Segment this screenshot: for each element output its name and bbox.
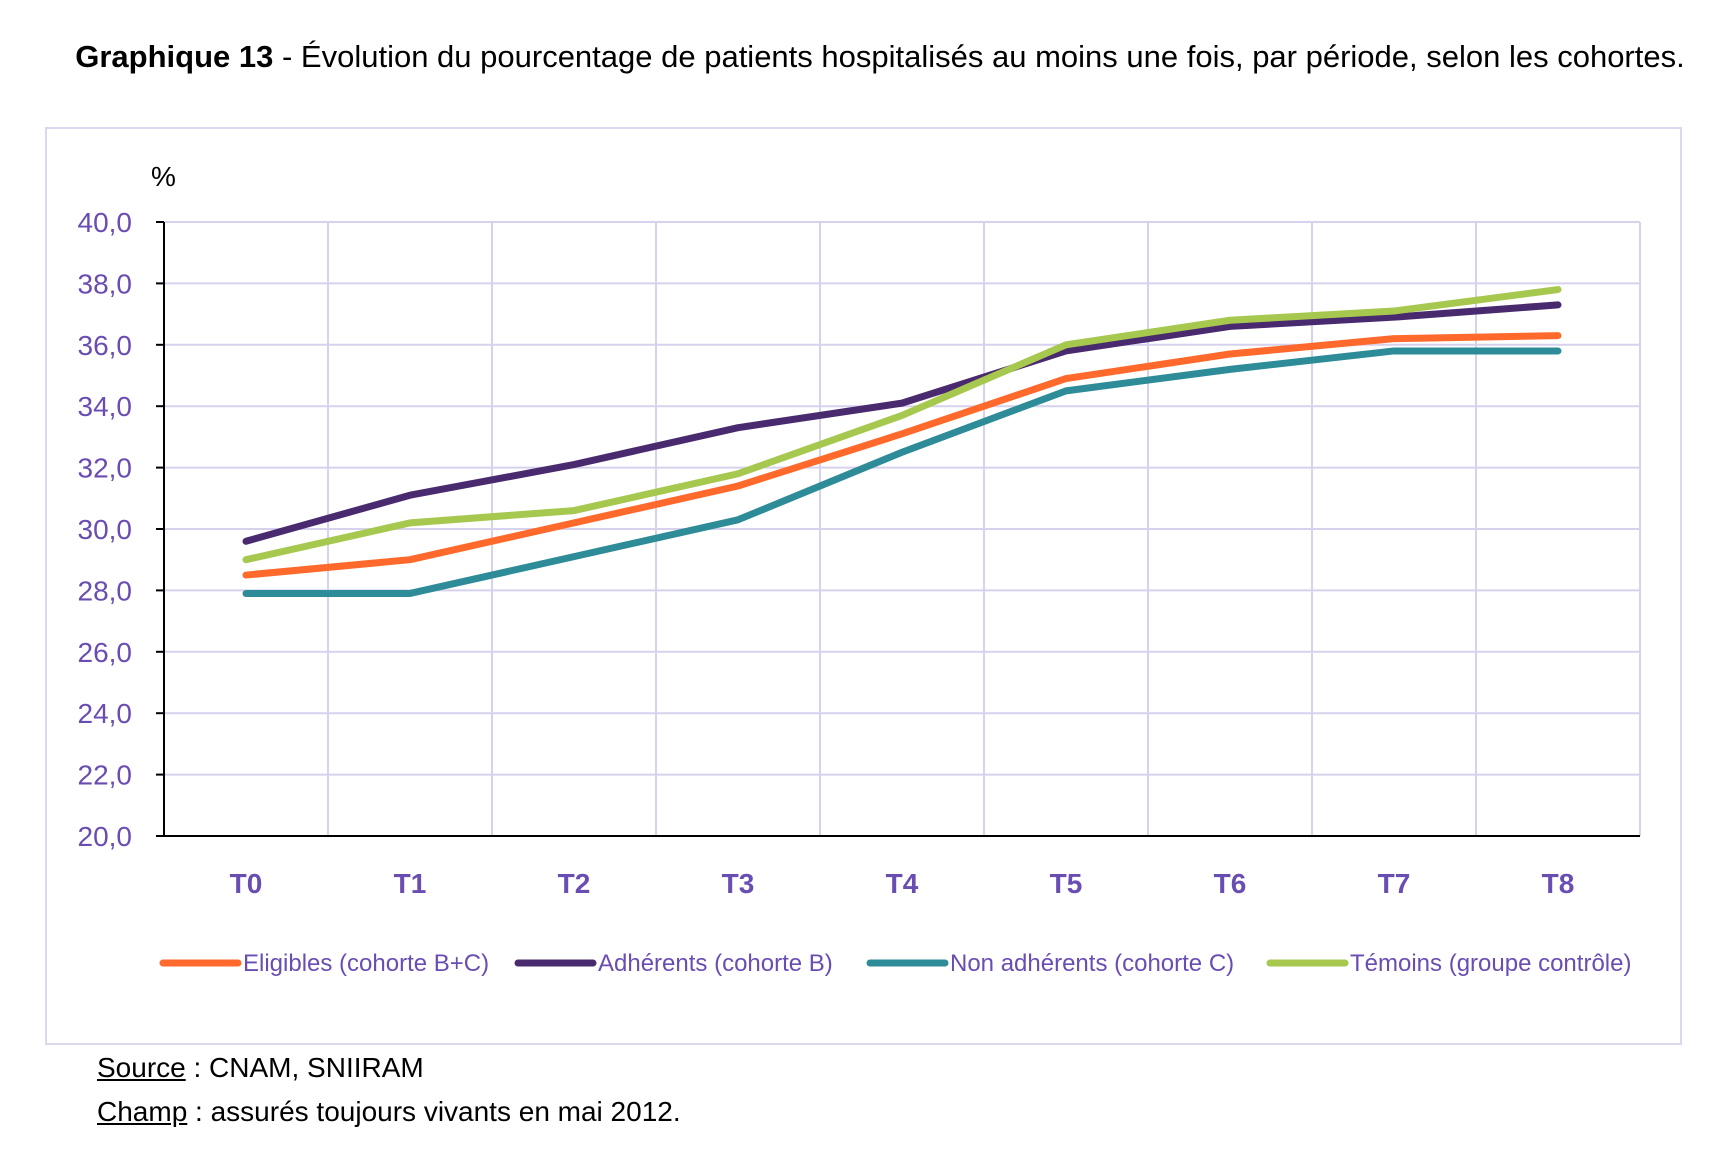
chart-title: Graphique 13 - Évolution du pourcentage …	[60, 34, 1700, 80]
y-tick-label: 22,0	[78, 760, 133, 791]
chart-title-text: - Évolution du pourcentage de patients h…	[273, 39, 1685, 74]
y-tick-label: 28,0	[78, 575, 133, 606]
source-note: Source : CNAM, SNIIRAM	[97, 1052, 424, 1084]
y-tick-label: 24,0	[78, 698, 133, 729]
x-tick-label: T2	[558, 868, 591, 899]
x-tick-label: T7	[1378, 868, 1411, 899]
chart-frame	[45, 127, 1682, 1045]
x-tick-label: T6	[1214, 868, 1247, 899]
y-tick-label: 34,0	[78, 391, 133, 422]
y-tick-label: 36,0	[78, 330, 133, 361]
series-line-4	[242, 286, 1562, 564]
x-tick-label: T3	[722, 868, 755, 899]
x-tick-label: T1	[394, 868, 427, 899]
x-tick-label: T0	[230, 868, 263, 899]
legend-label: Eligibles (cohorte B+C)	[243, 950, 489, 977]
source-text: : CNAM, SNIIRAM	[185, 1052, 424, 1083]
y-tick-label: 20,0	[78, 821, 133, 852]
legend-label: Adhérents (cohorte B)	[598, 950, 833, 977]
series-line-3	[242, 347, 1562, 597]
y-tick-label: 40,0	[78, 207, 133, 238]
x-tick-label: T5	[1050, 868, 1083, 899]
series-line-1	[242, 332, 1562, 579]
champ-note: Champ : assurés toujours vivants en mai …	[97, 1096, 681, 1128]
champ-label: Champ	[97, 1096, 188, 1127]
y-tick-label: 32,0	[78, 453, 133, 484]
chart-title-bold: Graphique 13	[75, 39, 274, 74]
champ-text: : assurés toujours vivants en mai 2012.	[187, 1096, 681, 1127]
y-axis-unit: %	[151, 161, 176, 192]
y-tick-label: 30,0	[78, 514, 133, 545]
series-line-2	[242, 301, 1562, 545]
legend-label: Non adhérents (cohorte C)	[950, 950, 1234, 977]
source-label: Source	[97, 1052, 186, 1083]
y-tick-label: 26,0	[78, 637, 133, 668]
x-tick-label: T8	[1542, 868, 1575, 899]
x-tick-label: T4	[886, 868, 919, 899]
y-tick-label: 38,0	[78, 268, 133, 299]
legend-label: Témoins (groupe contrôle)	[1350, 950, 1631, 977]
